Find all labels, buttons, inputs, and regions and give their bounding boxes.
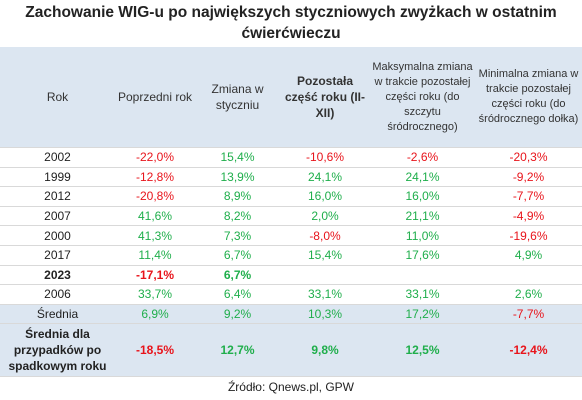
cell: 2007 — [0, 206, 115, 227]
data-row: 2006 33,7% 6,4% 33,1% 33,1% 2,6% — [0, 284, 582, 305]
cell: 16,0% — [370, 186, 475, 207]
cell: 6,9% — [115, 304, 195, 324]
data-row: 2012 -20,8% 8,9% 16,0% 16,0% -7,7% — [0, 186, 582, 207]
cell — [475, 265, 582, 286]
cell: 1999 — [0, 167, 115, 188]
cell: 8,2% — [195, 206, 280, 227]
cell: 12,7% — [195, 323, 280, 377]
cell: 15,4% — [280, 245, 370, 266]
cell: 33,1% — [370, 284, 475, 305]
cell: 33,7% — [115, 284, 195, 305]
data-row: 1999 -12,8% 13,9% 24,1% 24,1% -9,2% — [0, 167, 582, 188]
cell — [280, 265, 370, 286]
cell: -2,6% — [370, 147, 475, 168]
cell: 17,2% — [370, 304, 475, 324]
cell: 4,9% — [475, 245, 582, 266]
cell — [370, 265, 475, 286]
cell: Średnia — [0, 304, 115, 324]
data-row: 2017 11,4% 6,7% 15,4% 17,6% 4,9% — [0, 245, 582, 266]
data-row: 2000 41,3% 7,3% -8,0% 11,0% -19,6% — [0, 225, 582, 246]
cell: 10,3% — [280, 304, 370, 324]
summary-row: Średnia 6,9% 9,2% 10,3% 17,2% -7,7% — [0, 304, 582, 324]
cell: 17,6% — [370, 245, 475, 266]
data-row: 2023 -17,1% 6,7% — [0, 265, 582, 286]
cell: 2012 — [0, 186, 115, 207]
cell: -20,8% — [115, 186, 195, 207]
header-cell: Minimalna zmiana w trakcie pozostałej cz… — [475, 47, 582, 148]
cell: -10,6% — [280, 147, 370, 168]
cell: -12,8% — [115, 167, 195, 188]
cell: -19,6% — [475, 225, 582, 246]
data-row: 2007 41,6% 8,2% 2,0% 21,1% -4,9% — [0, 206, 582, 227]
header-cell: Pozostała część roku (II-XII) — [280, 47, 370, 148]
cell: 41,6% — [115, 206, 195, 227]
cell: 9,8% — [280, 323, 370, 377]
cell: 2017 — [0, 245, 115, 266]
table: Rok Poprzedni rok Zmiana w styczniu Pozosta… — [0, 47, 582, 377]
summary-row: Średnia dla przypadków po spadkowym roku… — [0, 323, 582, 377]
cell: 9,2% — [195, 304, 280, 324]
cell: 21,1% — [370, 206, 475, 227]
header-cell: Poprzedni rok — [115, 47, 195, 148]
cell: 15,4% — [195, 147, 280, 168]
cell: 2,0% — [280, 206, 370, 227]
cell: 8,9% — [195, 186, 280, 207]
header-cell: Maksymalna zmiana w trakcie pozostałej c… — [370, 47, 475, 148]
cell: 24,1% — [370, 167, 475, 188]
header-row: Rok Poprzedni rok Zmiana w styczniu Pozosta… — [0, 47, 582, 148]
cell: -7,7% — [475, 186, 582, 207]
data-row: 2002 -22,0% 15,4% -10,6% -2,6% -20,3% — [0, 147, 582, 168]
cell: -17,1% — [115, 265, 195, 286]
table-body: Rok Poprzedni rok Zmiana w styczniu Pozosta… — [0, 47, 582, 377]
cell: 11,0% — [370, 225, 475, 246]
cell: -22,0% — [115, 147, 195, 168]
cell: 41,3% — [115, 225, 195, 246]
cell: 2023 — [0, 265, 115, 286]
header-cell: Zmiana w styczniu — [195, 47, 280, 148]
cell: 7,3% — [195, 225, 280, 246]
cell: 33,1% — [280, 284, 370, 305]
cell: -20,3% — [475, 147, 582, 168]
cell: 11,4% — [115, 245, 195, 266]
cell: 2002 — [0, 147, 115, 168]
cell: 13,9% — [195, 167, 280, 188]
cell: -12,4% — [475, 323, 582, 377]
cell: -7,7% — [475, 304, 582, 324]
cell: 16,0% — [280, 186, 370, 207]
cell: 2,6% — [475, 284, 582, 305]
source: Źródło: Qnews.pl, GPW — [227, 380, 355, 394]
cell: Średnia dla przypadków po spadkowym roku — [0, 323, 115, 377]
cell: 6,4% — [195, 284, 280, 305]
cell: 2006 — [0, 284, 115, 305]
cell: -8,0% — [280, 225, 370, 246]
cell: 6,7% — [195, 265, 280, 286]
cell: -18,5% — [115, 323, 195, 377]
cell: 24,1% — [280, 167, 370, 188]
cell: -9,2% — [475, 167, 582, 188]
title: Zachowanie WIG-u po największych styczni… — [25, 4, 557, 42]
cell: -4,9% — [475, 206, 582, 227]
cell: 12,5% — [370, 323, 475, 377]
header-cell: Rok — [0, 47, 115, 148]
cell: 2000 — [0, 225, 115, 246]
cell: 6,7% — [195, 245, 280, 266]
